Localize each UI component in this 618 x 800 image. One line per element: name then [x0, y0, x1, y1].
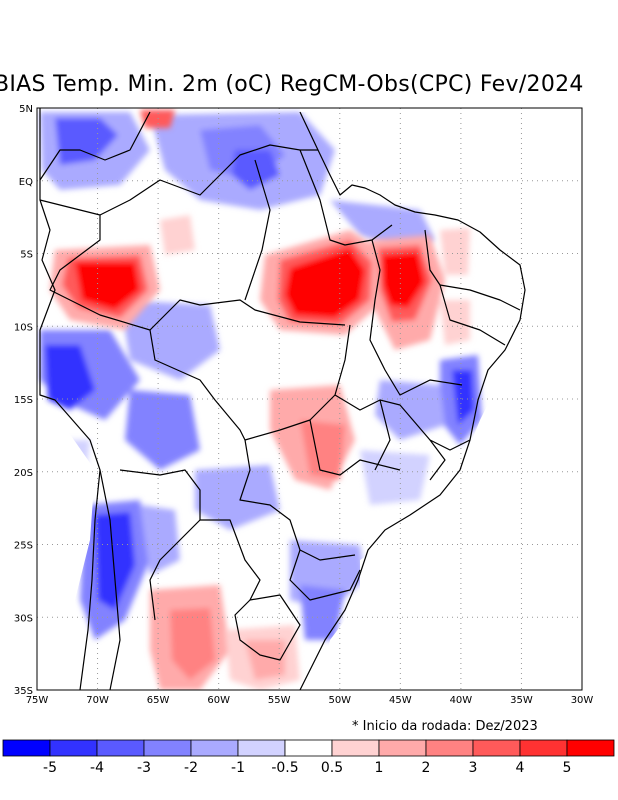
lon-tick-label: 75W — [26, 695, 49, 706]
colorbar-swatch — [237, 739, 286, 757]
colorbar-swatch — [2, 739, 51, 757]
pacific-ocean — [37, 400, 95, 690]
colorbar-swatch — [96, 739, 145, 757]
lat-tick-label: 10S — [14, 322, 33, 333]
lat-tick-label: EQ — [19, 177, 33, 188]
lon-tick-label: 65W — [147, 695, 170, 706]
warm-anomalies — [50, 110, 470, 690]
bias-field — [37, 108, 582, 690]
borders — [39, 108, 526, 690]
colorbar-swatch — [49, 739, 98, 757]
colorbar-swatch — [284, 739, 333, 757]
colorbar-label: 4 — [516, 760, 525, 776]
colorbar-label: -3 — [137, 760, 151, 776]
lat-tick-label: 5N — [19, 104, 33, 115]
lat-tick-label: 5S — [20, 250, 33, 261]
lat-tick-label: 15S — [14, 395, 33, 406]
map-title: BIAS Temp. Min. 2m (oC) RegCM-Obs(CPC) F… — [0, 72, 584, 97]
colorbar-label: -0.5 — [271, 760, 298, 776]
atlantic-ocean — [300, 108, 582, 690]
lat-tick-label: 25S — [14, 541, 33, 552]
lon-tick-label: 40W — [450, 695, 473, 706]
colorbar-label: -5 — [43, 760, 57, 776]
bias-map: 75W 70W 65W 60W 55W 50W 45W 40W 35W 30W 5N EQ 5S 10S 1… — [14, 104, 593, 706]
colorbar-label: -4 — [90, 760, 104, 776]
lat-tick-label: 20S — [14, 468, 33, 479]
colorbar-label: 2 — [422, 760, 431, 776]
lon-tick-label: 70W — [86, 695, 109, 706]
colorbar-swatch — [566, 739, 615, 757]
lon-tick-label: 50W — [328, 695, 351, 706]
colorbar-swatch — [378, 739, 427, 757]
colorbar-label: 0.5 — [321, 760, 343, 776]
map-frame — [36, 107, 583, 691]
colorbar: -5 -4 -3 -2 -1 -0.5 0.5 1 2 3 4 5 — [2, 739, 615, 776]
colorbar-swatch — [190, 739, 239, 757]
colorbar-swatch — [425, 739, 474, 757]
colorbar-swatch — [519, 739, 568, 757]
lon-tick-label: 30W — [571, 695, 594, 706]
lon-tick-label: 60W — [207, 695, 230, 706]
west-coast — [39, 108, 101, 690]
lon-tick-label: 35W — [510, 695, 533, 706]
east-coast — [299, 111, 526, 690]
run-start-note: * Inicio da rodada: Dez/2023 — [352, 719, 538, 734]
lon-tick-label: 55W — [268, 695, 291, 706]
lon-tick-label: 45W — [389, 695, 412, 706]
colorbar-label: 3 — [469, 760, 478, 776]
lat-tick-label: 35S — [14, 686, 33, 697]
colorbar-swatch — [331, 739, 380, 757]
colorbar-label: -1 — [231, 760, 245, 776]
axis-ticks: 75W 70W 65W 60W 55W 50W 45W 40W 35W 30W 5N EQ 5S 10S 1… — [14, 104, 593, 706]
colorbar-label: 5 — [563, 760, 572, 776]
lat-tick-label: 30S — [14, 613, 33, 624]
colorbar-swatch — [472, 739, 521, 757]
colorbar-label: 1 — [375, 760, 384, 776]
colorbar-label: -2 — [184, 760, 198, 776]
colorbar-swatch — [143, 739, 192, 757]
